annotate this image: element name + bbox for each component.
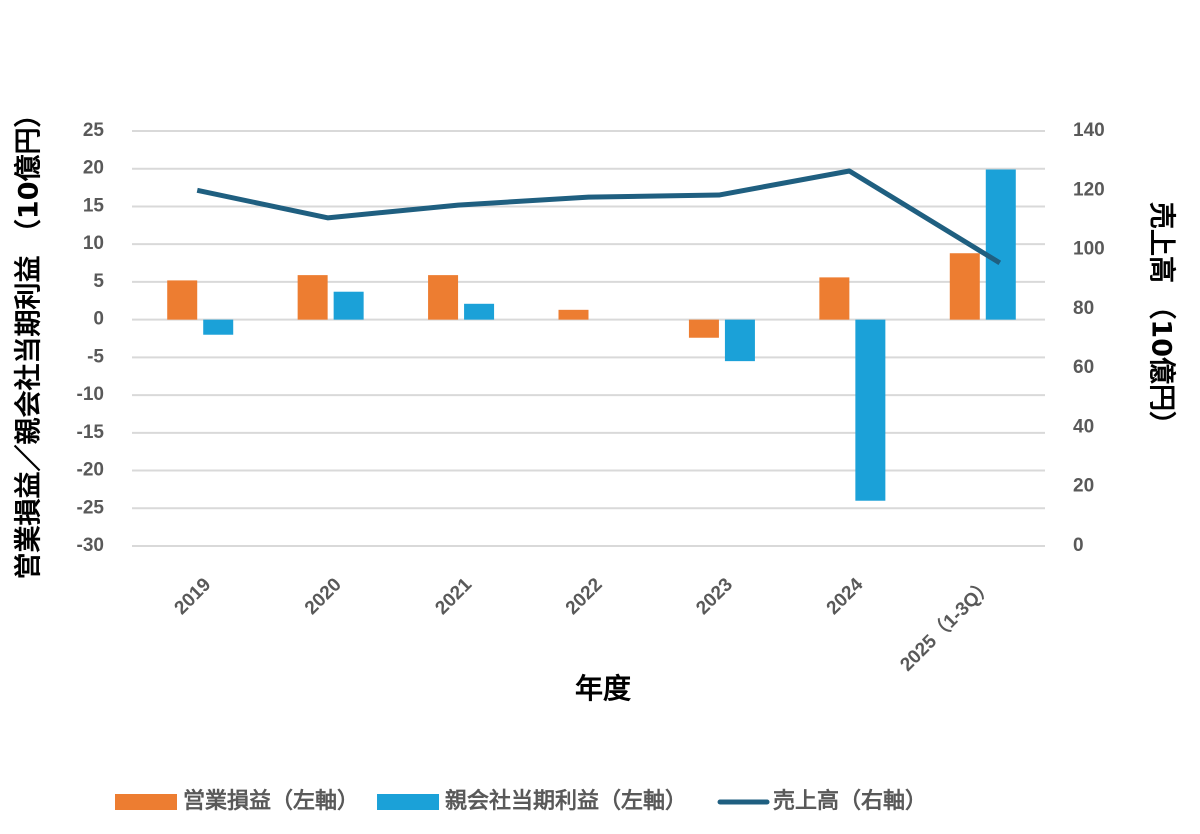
legend-item: 売上高（右軸） bbox=[717, 788, 927, 814]
bar bbox=[203, 319, 234, 335]
bar bbox=[297, 275, 328, 320]
x-tick-label: 2021 bbox=[431, 574, 476, 619]
bar bbox=[949, 253, 980, 320]
y-tick-label: -20 bbox=[77, 460, 104, 481]
legend-label: 売上高（右軸） bbox=[773, 788, 927, 814]
legend-item: 営業損益（左軸） bbox=[115, 788, 359, 814]
bar bbox=[333, 291, 364, 320]
y-tick-label: -10 bbox=[77, 384, 104, 405]
y-tick-label: -5 bbox=[87, 346, 104, 367]
y-tick-label: -30 bbox=[77, 535, 104, 556]
y-tick-label: -25 bbox=[77, 497, 105, 518]
line-series bbox=[196, 168, 1002, 266]
legend-label: 親会社当期利益（左軸） bbox=[445, 788, 687, 814]
y-tick-label: 10 bbox=[83, 233, 104, 254]
y2-tick-label: 20 bbox=[1073, 476, 1094, 497]
bar bbox=[464, 303, 495, 320]
y-tick-label: 0 bbox=[93, 309, 104, 330]
bar bbox=[167, 280, 198, 320]
x-tick-label: 2019 bbox=[171, 574, 216, 619]
y2-axis-title: 売上高 （10億円） bbox=[1146, 202, 1178, 438]
legend-label: 営業損益（左軸） bbox=[183, 788, 359, 814]
y2-tick-label: 0 bbox=[1073, 535, 1084, 556]
x-tick-label: 2020 bbox=[301, 574, 346, 619]
bar bbox=[688, 319, 719, 338]
y2-tick-label: 80 bbox=[1073, 298, 1094, 319]
y-tick-label: 5 bbox=[93, 271, 104, 292]
y2-tick-label: 140 bbox=[1073, 120, 1105, 141]
legend-swatch bbox=[377, 794, 440, 810]
x-tick-label: 2025（1-3Q） bbox=[895, 573, 998, 676]
y2-tick-label: 120 bbox=[1073, 179, 1105, 200]
legend-item: 親会社当期利益（左軸） bbox=[377, 788, 687, 814]
bar bbox=[855, 319, 886, 501]
y-tick-label: 25 bbox=[83, 120, 105, 141]
bar bbox=[428, 275, 459, 320]
bar bbox=[558, 309, 589, 320]
bar bbox=[819, 277, 850, 320]
x-tick-label: 2024 bbox=[823, 574, 868, 619]
y-tick-label: -15 bbox=[77, 422, 105, 443]
legend-swatch bbox=[115, 794, 177, 810]
y2-tick-label: 60 bbox=[1073, 357, 1094, 378]
x-axis-title: 年度 bbox=[575, 672, 631, 705]
y2-tick-label: 100 bbox=[1073, 239, 1105, 260]
bar bbox=[724, 319, 755, 362]
bar bbox=[985, 169, 1016, 320]
y-tick-label: 20 bbox=[83, 158, 104, 179]
y-axis-title: 営業損益／親会社当期利益 （10億円） bbox=[13, 101, 45, 580]
y-tick-label: 15 bbox=[83, 195, 105, 216]
x-tick-label: 2023 bbox=[692, 574, 737, 619]
y2-tick-label: 40 bbox=[1073, 416, 1094, 437]
x-tick-label: 2022 bbox=[562, 574, 607, 619]
